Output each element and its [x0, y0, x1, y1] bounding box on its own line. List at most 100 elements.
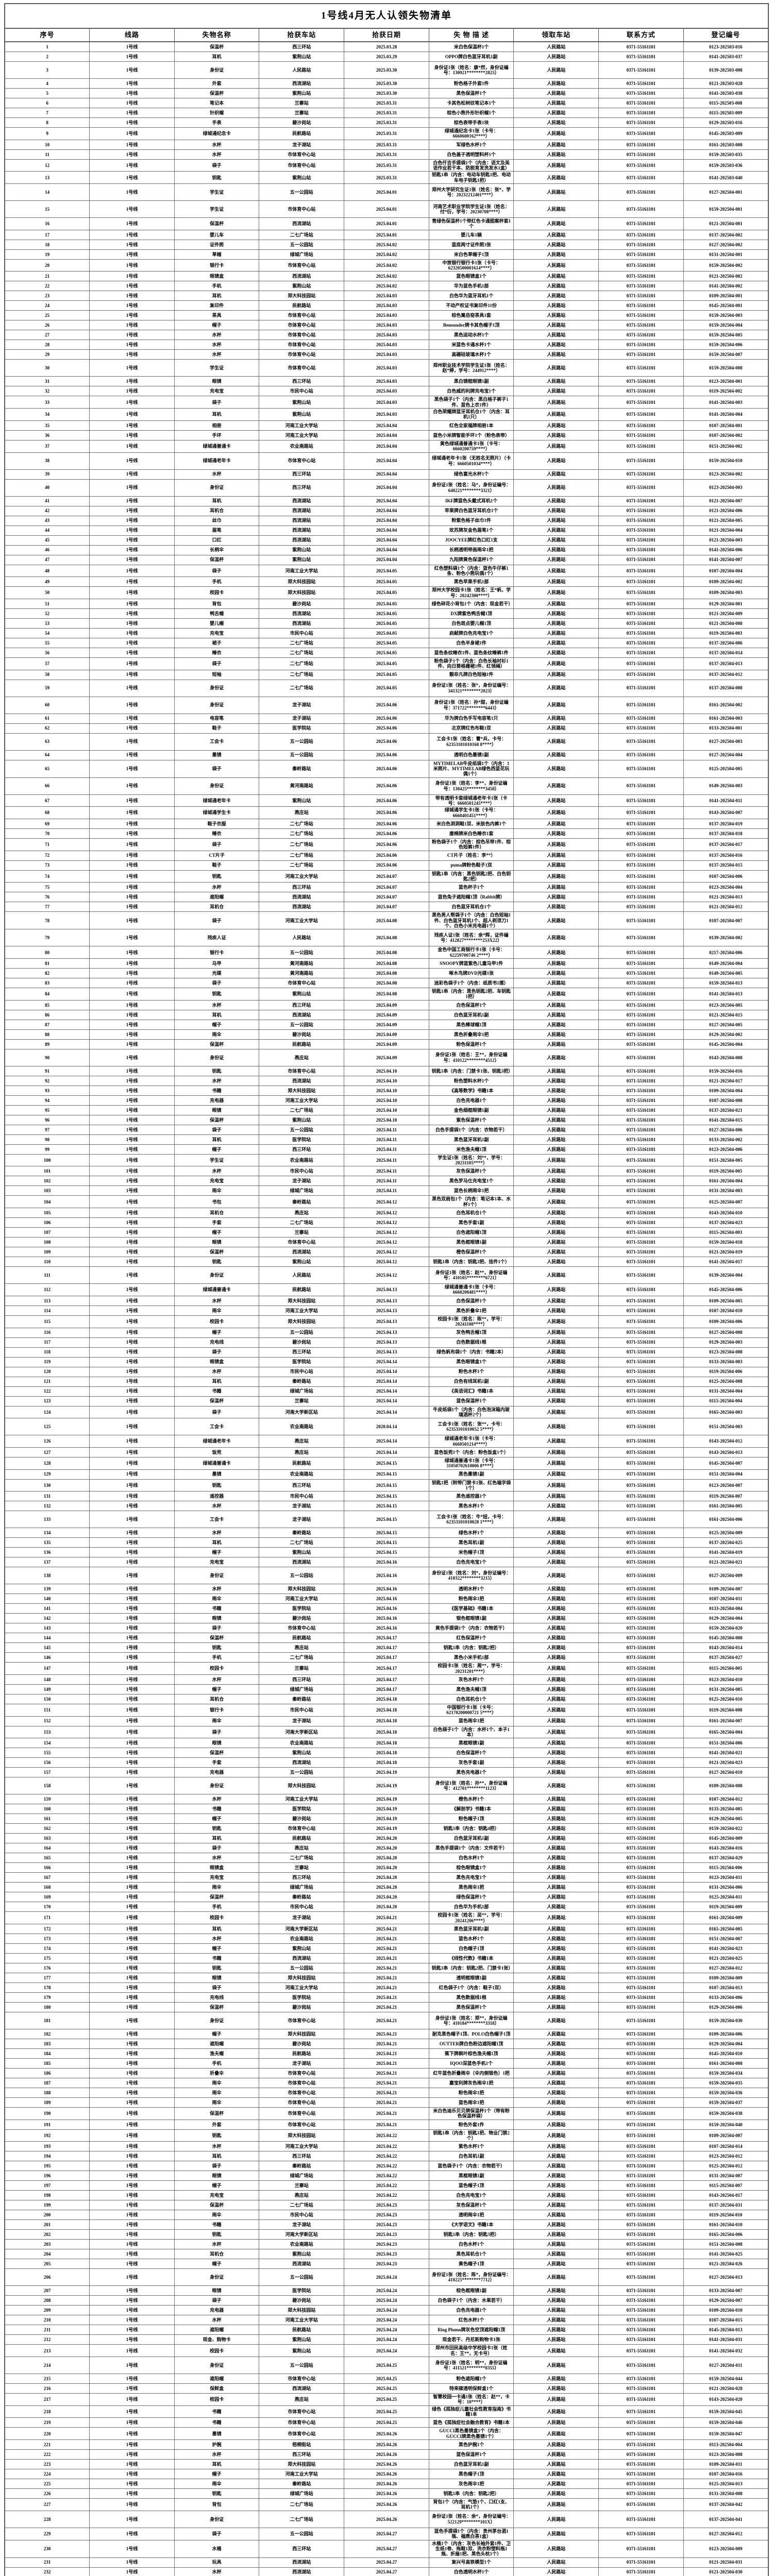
cell-index: 193 [4, 2141, 90, 2152]
table-row: 139 1号线 水杯 郑大科技园站 2025.04.16 透明水杯1个 人民路站 0371-5… [4, 1584, 769, 1595]
cell-index: 95 [4, 1105, 90, 1115]
cell-contact: 0371-55161101 [598, 1973, 684, 1983]
cell-item-name: 耳机 [174, 291, 260, 301]
cell-line: 1号线 [89, 794, 175, 807]
cell-line: 1号线 [89, 2459, 175, 2470]
cell-line: 1号线 [89, 1337, 175, 1348]
cell-claim-station: 人民路站 [513, 978, 599, 989]
cell-contact: 0371-55161101 [598, 911, 684, 930]
cell-found-station: 五一公园站 [259, 1767, 345, 1778]
cell-found-station: 市民中心站 [259, 1491, 345, 1502]
cell-contact: 0371-55161101 [598, 1247, 684, 1258]
cell-registration-no: 0129-202504-004 [683, 1613, 769, 1624]
cell-line: 1号线 [89, 818, 175, 829]
cell-description: 白色帽子1顶 [428, 1943, 514, 1954]
cell-item-name: 充电宝 [174, 1176, 260, 1187]
cell-contact: 0371-55161101 [598, 1633, 684, 1643]
cell-index: 6 [4, 98, 90, 108]
cell-contact: 0371-55161101 [598, 1469, 684, 1480]
cell-registration-no: 0121-202504-006 [683, 505, 769, 516]
cell-found-station: 秦岭路站 [259, 2161, 345, 2172]
cell-found-station: 市体育中心站 [259, 359, 345, 377]
cell-registration-no: 0159-202504-020 [683, 1623, 769, 1634]
cell-found-station: 西流湖站 [259, 2259, 345, 2269]
cell-found-station: 二七广场站 [259, 1652, 345, 1663]
table-row: 158 1号线 身份证 郑大科技园站 2025.04.19 身份证1张（姓名：孙**，身份… [4, 1777, 769, 1795]
cell-index: 32 [4, 386, 90, 397]
cell-contact: 0371-55161101 [598, 2012, 684, 2029]
cell-found-date: 2025.04.13 [344, 1295, 429, 1306]
cell-description: 身份证1张（姓名：康*然，身份证编号：130921********2825） [428, 61, 514, 79]
table-row: 15 1号线 学生证 市体育中心站 2025.04.01 河南艺术职业学院学生证1张（姓名… [4, 200, 769, 218]
cell-description: 绿城通老年卡1张（无姓名无照片）（卡号：6660501034****） [428, 452, 514, 470]
cell-found-date: 2025.03.31 [344, 117, 429, 128]
cell-found-station: 碧沙岗站 [259, 2002, 345, 2012]
cell-found-station: 五一公园站 [259, 733, 345, 751]
table-row: 9 1号线 绿城通纪念卡 民航路站 2025.03.31 绿城通纪念卡1张（卡号：6660… [4, 127, 769, 140]
cell-item-name: 墨镜 [174, 750, 260, 760]
table-row: 62 1号线 鞋子 医学院站 2025.04.06 北京牌红色布鞋1双 人民路站 0371-5… [4, 723, 769, 734]
cell-line: 1号线 [89, 1144, 175, 1155]
cell-found-date: 2025.03.30 [344, 78, 429, 89]
table-row: 44 1号线 眉笔 西流湖站 2025.04.04 玫苏牌灰金色眉笔1个 人民路站 0371-… [4, 525, 769, 536]
cell-claim-station: 人民路站 [513, 430, 599, 440]
cell-found-station: 五一公园站 [259, 1963, 345, 1973]
cell-found-date: 2025.04.21 [344, 1934, 429, 1944]
cell-description: 灰色保温杯1个 [428, 2200, 514, 2211]
cell-description: 米色帽子1顶 [428, 1547, 514, 1558]
cell-found-station: 燕庄站 [259, 2393, 345, 2406]
cell-found-station: 二七广场站 [259, 850, 345, 861]
cell-contact: 0371-55161101 [598, 2439, 684, 2450]
cell-registration-no: 0109-202504-011 [683, 2459, 769, 2470]
cell-line: 1号线 [89, 1266, 175, 1284]
cell-line: 1号线 [89, 2029, 175, 2039]
cell-item-name: 工会卡 [174, 733, 260, 751]
table-row: 13 1号线 钥匙 紫荆山站 2025.03.31 钥匙1串（内含：电动车钥匙1把、电动车… [4, 171, 769, 184]
cell-description: 黑色保温杯1个 [428, 88, 514, 98]
cell-line: 1号线 [89, 628, 175, 638]
cell-registration-no: 0123-202504-009 [683, 2539, 769, 2558]
cell-index: 204 [4, 2249, 90, 2260]
cell-contact: 0371-55161101 [598, 1872, 684, 1883]
cell-contact: 0371-55161101 [598, 1613, 684, 1624]
cell-line: 1号线 [89, 2048, 175, 2059]
cell-found-station: 西三环站 [259, 2449, 345, 2460]
cell-contact: 0371-55161101 [598, 281, 684, 292]
cell-item-name: 水杯 [174, 139, 260, 150]
table-row: 115 1号线 校园卡 郑大科技园站 2025.04.13 校园卡1张（姓名：陈**，学号… [4, 1315, 769, 1328]
cell-found-date: 2025.04.05 [344, 669, 429, 680]
cell-line: 1号线 [89, 2171, 175, 2181]
cell-found-station: 秦岭路站 [259, 1693, 345, 1704]
cell-line: 1号线 [89, 1376, 175, 1387]
cell-claim-station: 人民路站 [513, 2488, 599, 2499]
cell-line: 1号线 [89, 1029, 175, 1040]
cell-contact: 0371-55161101 [598, 239, 684, 250]
cell-registration-no: 0159-202504-008 [683, 359, 769, 377]
cell-found-station: 人民路站 [259, 929, 345, 947]
table-row: 219 1号线 书籍 市体育中心站 2025.04.25 蓝色《孤独症社会融合教育》书籍1… [4, 2417, 769, 2428]
table-row: 172 1号线 耳机 河南大学新区站 2025.04.21 黑色蓝牙耳机1副 人民路站 037… [4, 1924, 769, 1934]
cell-description: 蓝底两寸证件照3张 [428, 239, 514, 250]
cell-contact: 0371-55161101 [598, 1039, 684, 1049]
cell-line: 1号线 [89, 2383, 175, 2394]
cell-found-date: 2025.04.23 [344, 2259, 429, 2269]
table-row: 27 1号线 水杯 市体育中心站 2025.04.03 黑色运动水杯1个 人民路站 0371-… [4, 330, 769, 341]
cell-item-name: 光碟 [174, 968, 260, 979]
cell-description: 白色水杯1个 [428, 1853, 514, 1863]
cell-found-station: 绿城广场站 [259, 1386, 345, 1397]
cell-registration-no: 0141-202504-003 [683, 396, 769, 409]
cell-contact: 0371-55161101 [598, 1337, 684, 1348]
cell-registration-no: 0125-202504-005 [683, 759, 769, 778]
cell-line: 1号线 [89, 1684, 175, 1694]
cell-found-date: 2025.04.15 [344, 1491, 429, 1502]
cell-index: 194 [4, 2151, 90, 2162]
cell-claim-station: 人民路站 [513, 1804, 599, 1815]
cell-found-station: 民航路站 [259, 127, 345, 140]
cell-found-station: 西流湖站 [259, 1557, 345, 1568]
table-row: 20 1号线 银行卡 市体育中心站 2025.04.02 中旅银行银行卡1张（卡号：623… [4, 259, 769, 272]
cell-contact: 0371-55161101 [598, 1435, 684, 1448]
cell-claim-station: 人民路站 [513, 1208, 599, 1218]
cell-line: 1号线 [89, 78, 175, 89]
cell-found-station: 龙子湖站 [259, 139, 345, 150]
cell-line: 1号线 [89, 2210, 175, 2221]
